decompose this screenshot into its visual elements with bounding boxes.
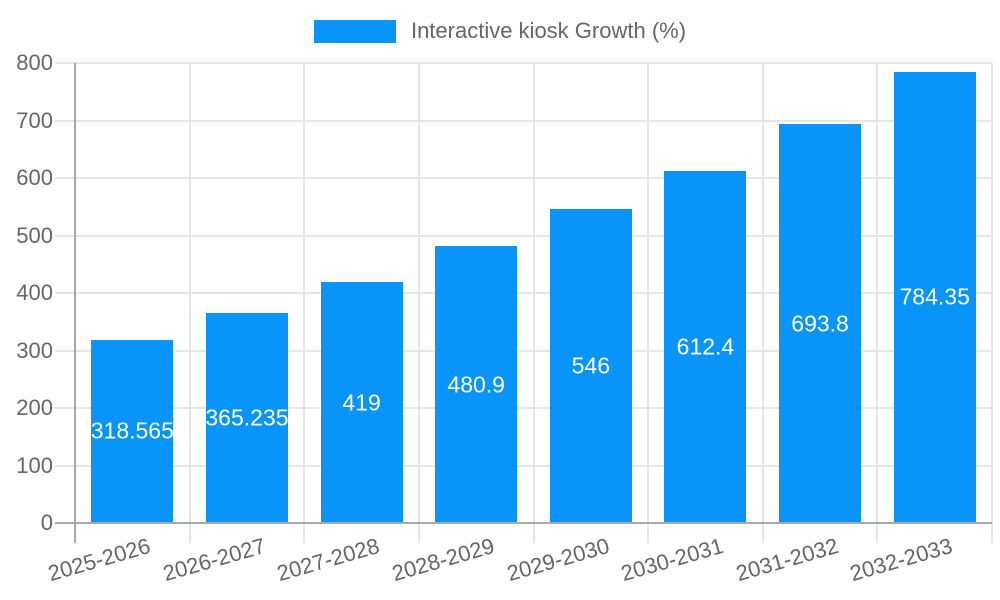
x-gridline xyxy=(761,63,764,543)
bar[interactable] xyxy=(205,312,288,523)
y-gridline xyxy=(55,234,992,237)
x-gridline xyxy=(647,63,650,543)
chart-legend[interactable]: Interactive kiosk Growth (%) xyxy=(0,18,1000,44)
y-tick-label: 200 xyxy=(16,395,53,420)
y-gridline xyxy=(55,349,992,352)
bar[interactable] xyxy=(893,71,976,523)
bar-value-label: 419 xyxy=(342,389,381,416)
x-tick-label: 2025-2026 xyxy=(45,533,154,587)
x-gridline xyxy=(876,63,879,543)
bar-value-label: 480.9 xyxy=(447,371,505,398)
bar-value-label: 546 xyxy=(571,352,610,379)
y-tick-label: 0 xyxy=(40,510,53,535)
legend-label: Interactive kiosk Growth (%) xyxy=(410,18,687,43)
bar-value-label: 784.35 xyxy=(899,283,970,310)
y-tick-label: 600 xyxy=(16,165,53,190)
x-gridline xyxy=(417,63,420,543)
y-gridline xyxy=(55,292,992,294)
y-gridline xyxy=(55,407,992,409)
x-axis-baseline xyxy=(55,522,992,524)
x-gridline xyxy=(532,63,535,543)
x-tick-label: 2032-2033 xyxy=(847,533,956,587)
y-axis-line xyxy=(74,63,76,543)
bar-value-label: 612.4 xyxy=(676,333,735,360)
y-tick-label: 800 xyxy=(16,50,53,75)
y-tick-label: 100 xyxy=(16,452,53,478)
y-tick-label: 400 xyxy=(16,280,53,305)
x-gridline xyxy=(991,63,993,543)
bar[interactable] xyxy=(664,170,747,523)
bar-value-label: 365.235 xyxy=(205,404,289,431)
bar[interactable] xyxy=(320,282,403,523)
bar[interactable] xyxy=(549,209,632,523)
bar[interactable] xyxy=(91,339,174,523)
y-gridline xyxy=(55,119,992,122)
x-tick-label: 2027-2028 xyxy=(274,533,383,587)
y-gridline xyxy=(55,177,992,179)
x-tick-label: 2030-2031 xyxy=(618,533,727,587)
y-tick-label: 700 xyxy=(16,107,53,133)
bar[interactable] xyxy=(779,124,862,523)
bar[interactable] xyxy=(435,246,518,523)
x-tick-label: 2029-2030 xyxy=(503,533,612,587)
x-tick-label: 2026-2027 xyxy=(159,533,268,587)
y-tick-label: 500 xyxy=(16,222,53,248)
x-tick-label: 2031-2032 xyxy=(732,533,841,587)
y-tick-label: 300 xyxy=(16,337,53,363)
x-tick-label: 2028-2029 xyxy=(389,533,498,587)
y-gridline xyxy=(55,464,992,467)
legend-swatch xyxy=(313,19,396,43)
bar-value-label: 318.565 xyxy=(90,417,174,444)
x-gridline xyxy=(303,63,306,543)
y-gridline xyxy=(55,62,992,64)
x-gridline xyxy=(188,63,191,543)
bar-value-label: 693.8 xyxy=(791,310,849,337)
